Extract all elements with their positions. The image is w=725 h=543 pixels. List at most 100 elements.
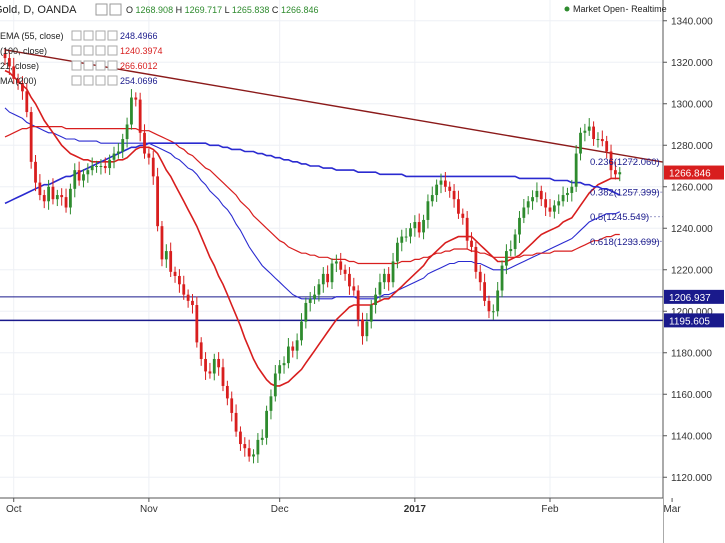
candle-body[interactable] (365, 321, 369, 337)
candle[interactable] (539, 185, 543, 207)
candle-body[interactable] (592, 126, 595, 140)
candle[interactable] (609, 144, 613, 179)
time-axis[interactable]: OctNovDec2017FebMarAprMay (0, 497, 725, 543)
candle-body[interactable] (60, 195, 64, 198)
candle[interactable] (47, 179, 50, 210)
candle-body[interactable] (116, 151, 120, 154)
candle[interactable] (147, 148, 151, 165)
candle-body[interactable] (326, 273, 330, 283)
candle[interactable] (452, 184, 456, 208)
candle[interactable] (339, 252, 343, 275)
candle-body[interactable] (487, 300, 491, 312)
candle-body[interactable] (25, 91, 29, 113)
indicator-control-icon[interactable] (107, 45, 118, 56)
candle-body[interactable] (452, 190, 456, 200)
candle-body[interactable] (16, 78, 20, 83)
candle[interactable] (7, 51, 11, 75)
candle-body[interactable] (348, 273, 351, 287)
candle-body[interactable] (186, 294, 190, 301)
candle[interactable] (225, 380, 229, 406)
candle-body[interactable] (609, 151, 613, 171)
candle[interactable] (465, 211, 469, 250)
candle-body[interactable] (82, 174, 85, 181)
indicator-control-icon[interactable] (95, 45, 106, 56)
candle-body[interactable] (156, 176, 159, 227)
candle-body[interactable] (409, 228, 412, 237)
candle-body[interactable] (108, 159, 112, 169)
candle[interactable] (121, 133, 125, 159)
candle[interactable] (34, 155, 37, 192)
candle-body[interactable] (579, 132, 582, 154)
candle[interactable] (304, 297, 308, 329)
candle-body[interactable] (73, 170, 77, 189)
candle[interactable] (592, 121, 595, 146)
candle[interactable] (265, 405, 268, 445)
candle-body[interactable] (343, 269, 347, 274)
candle[interactable] (55, 189, 59, 207)
candle[interactable] (382, 268, 386, 290)
candle-body[interactable] (256, 439, 260, 455)
candle-body[interactable] (509, 249, 513, 252)
candle-body[interactable] (178, 275, 181, 285)
candle[interactable] (42, 189, 46, 209)
candle-body[interactable] (361, 319, 364, 337)
candle[interactable] (108, 154, 112, 175)
candle[interactable] (138, 92, 142, 142)
candle[interactable] (574, 145, 578, 192)
candle[interactable] (552, 200, 556, 219)
candle-body[interactable] (125, 124, 129, 140)
candle-body[interactable] (278, 365, 282, 374)
candle-body[interactable] (600, 139, 604, 142)
candle-body[interactable] (90, 166, 94, 171)
candle-body[interactable] (474, 246, 478, 272)
candle-body[interactable] (369, 305, 373, 322)
candle[interactable] (82, 169, 85, 188)
candle[interactable] (330, 258, 334, 290)
candle-body[interactable] (287, 346, 290, 364)
candle-body[interactable] (34, 161, 37, 183)
candle[interactable] (173, 266, 177, 283)
candle-body[interactable] (86, 170, 90, 175)
candle-body[interactable] (461, 213, 465, 218)
candle[interactable] (186, 289, 190, 308)
candle[interactable] (352, 277, 356, 296)
candle-body[interactable] (47, 186, 50, 202)
candle[interactable] (369, 299, 373, 329)
candle[interactable] (191, 294, 194, 314)
candle[interactable] (230, 391, 234, 422)
candles-layer[interactable] (3, 48, 622, 464)
candle-body[interactable] (112, 153, 116, 160)
candle-body[interactable] (391, 261, 395, 283)
candle-body[interactable] (304, 302, 308, 322)
candle[interactable] (404, 228, 408, 242)
candle-body[interactable] (160, 226, 164, 260)
candle[interactable] (95, 160, 98, 173)
candle[interactable] (64, 188, 68, 213)
candle[interactable] (600, 130, 604, 147)
candle[interactable] (570, 179, 574, 202)
candle[interactable] (548, 198, 552, 217)
candle-body[interactable] (130, 97, 133, 125)
candle-body[interactable] (552, 205, 556, 212)
candle-body[interactable] (491, 311, 495, 313)
candle[interactable] (160, 220, 164, 267)
candle[interactable] (356, 285, 360, 327)
candle[interactable] (195, 296, 199, 348)
candle-body[interactable] (539, 190, 543, 200)
candle[interactable] (273, 364, 277, 402)
candle-body[interactable] (38, 182, 42, 196)
candle[interactable] (300, 313, 303, 346)
candle-body[interactable] (77, 170, 81, 181)
candle-body[interactable] (330, 263, 334, 283)
candle-body[interactable] (99, 166, 103, 167)
candle-body[interactable] (103, 166, 107, 169)
candle-body[interactable] (382, 273, 386, 283)
candle[interactable] (618, 167, 622, 182)
candle-body[interactable] (614, 170, 617, 175)
candle-body[interactable] (3, 53, 7, 59)
candle-body[interactable] (470, 240, 473, 247)
candle[interactable] (130, 89, 133, 130)
price-axis[interactable]: 1340.000 1320.000 1300.000 1280.000 1260.000… (662, 0, 725, 543)
candle[interactable] (457, 190, 460, 219)
indicator-control-icon[interactable] (107, 60, 118, 71)
